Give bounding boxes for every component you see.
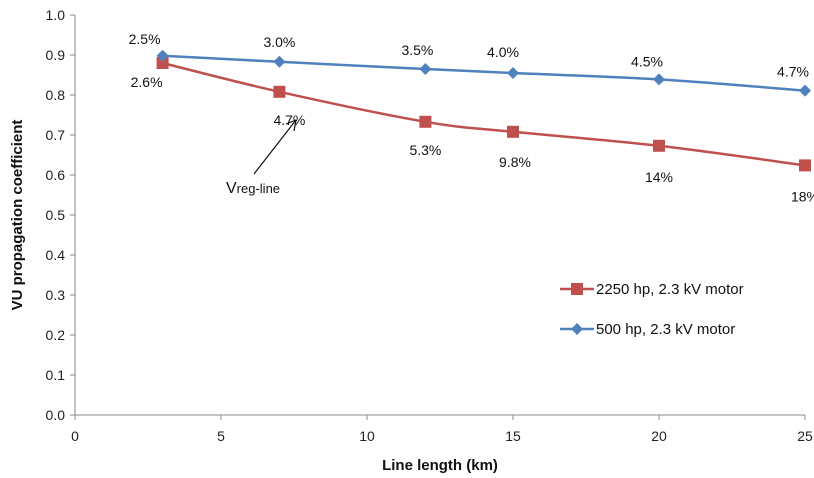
y-tick-label: 1.0: [46, 7, 66, 23]
axes: 0.0 0.1 0.2 0.3 0.4 0.5 0.6 0.7 0.8 0.9 1.0 0 5 10 15 2…: [46, 7, 813, 444]
data-label: 9.8%: [499, 154, 531, 170]
legend: 2250 hp, 2.3 kV motor 500 hp, 2.3 kV mot…: [560, 281, 744, 338]
data-label: 2.6%: [131, 74, 163, 90]
x-tick-label: 15: [505, 428, 521, 444]
x-tick-label: 25: [797, 428, 813, 444]
data-label: 3.0%: [263, 34, 295, 50]
x-tick-label: 5: [217, 428, 225, 444]
data-point: [507, 67, 519, 79]
series-layer: [156, 49, 811, 172]
data-label: 14%: [645, 169, 673, 185]
x-axis-title: Line length (km): [382, 457, 498, 474]
data-label: 5.3%: [409, 142, 441, 158]
series-line-0: [162, 61, 806, 167]
data-point: [419, 63, 432, 75]
x-tick-label: 20: [651, 428, 667, 444]
annotation-subscript: reg-line: [237, 181, 280, 196]
data-point: [156, 49, 169, 62]
legend-label-2250hp: 2250 hp, 2.3 kV motor: [596, 281, 744, 298]
legend-item-500hp: 500 hp, 2.3 kV motor: [560, 321, 735, 338]
y-tick-label: 0.6: [46, 167, 66, 183]
data-point: [653, 73, 665, 86]
y-axis-title: VU propagation coefficient: [9, 120, 26, 311]
y-tick-label: 0.3: [46, 287, 66, 303]
annotation-arrowhead: [285, 119, 297, 132]
data-label: 2.5%: [129, 31, 161, 47]
annotation-label: Vreg-line: [226, 180, 280, 197]
data-point: [507, 125, 519, 138]
data-point: [273, 55, 286, 68]
y-tick-label: 0.7: [46, 127, 66, 143]
data-point: [419, 115, 432, 128]
data-labels: 2.6% 4.7% 5.3% 9.8% 14% 18% 2.5% 3.0% 3.5% 4.0% 4.…: [129, 31, 814, 205]
y-tick-label: 0.2: [46, 327, 66, 343]
data-label: 4.7%: [273, 112, 305, 128]
series-line-1: [162, 54, 806, 92]
annotation-main: V: [226, 180, 237, 197]
y-tick-label: 0.8: [46, 87, 66, 103]
y-tick-label: 0.4: [46, 247, 66, 263]
data-label: 3.5%: [401, 42, 433, 58]
data-label: 4.0%: [487, 44, 519, 60]
x-tick-label: 10: [359, 428, 375, 444]
y-tick-label: 0.1: [46, 367, 66, 383]
y-tick-label: 0.5: [46, 207, 66, 223]
data-point: [653, 139, 665, 152]
y-tick-label: 0.9: [46, 47, 66, 63]
annotation-arrow: [253, 119, 297, 175]
data-label: 4.5%: [631, 53, 663, 69]
data-point: [799, 84, 811, 97]
data-point: [799, 159, 811, 172]
data-label: 18%: [791, 188, 814, 204]
y-tick-label: 0.0: [46, 407, 66, 423]
data-point: [273, 85, 286, 98]
data-point: [156, 57, 169, 69]
x-tick-label: 0: [71, 428, 79, 444]
legend-item-2250hp: 2250 hp, 2.3 kV motor: [560, 281, 744, 298]
legend-label-500hp: 500 hp, 2.3 kV motor: [596, 321, 735, 338]
data-label: 4.7%: [777, 64, 809, 80]
annotation: Vreg-line: [226, 119, 297, 197]
